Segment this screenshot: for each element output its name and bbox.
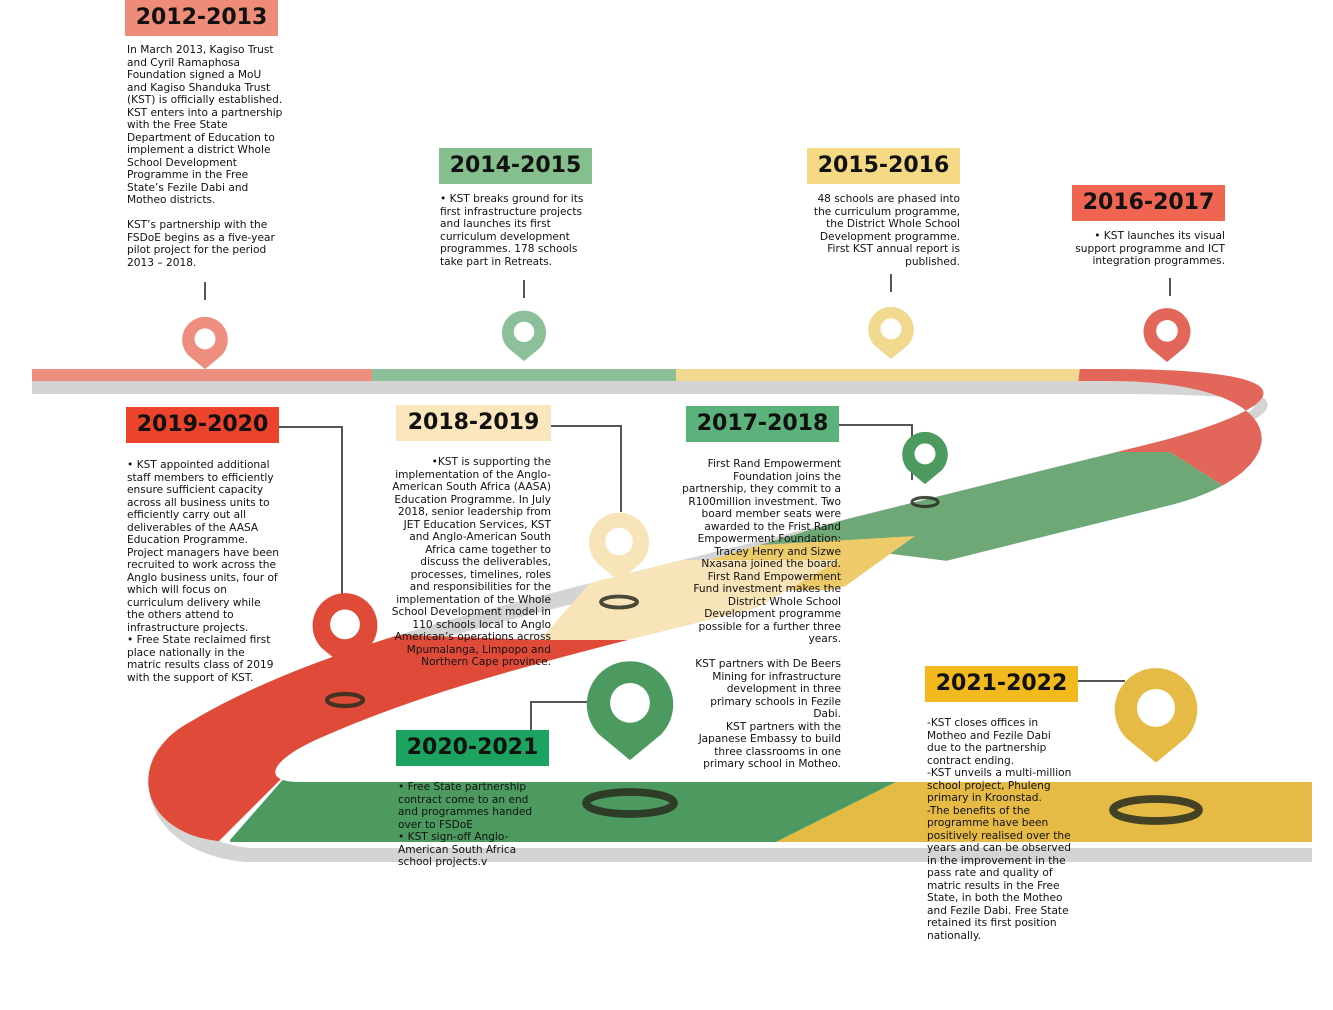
milestone-text-2017-2018: First Rand Empowerment Foundation joins …	[682, 458, 841, 770]
pin-2021-icon	[1109, 668, 1203, 825]
connector-2020	[530, 701, 590, 730]
road-shadow	[32, 381, 1312, 862]
pin-2018-icon	[589, 512, 649, 610]
road-segment-darkgreen	[230, 760, 900, 842]
pin-2019-icon	[312, 593, 378, 709]
year-label-2014-2015: 2014-2015	[439, 148, 592, 184]
connector-2019	[278, 426, 343, 597]
pin-2016-icon	[1143, 308, 1191, 362]
connector-2017	[839, 424, 913, 480]
road-segment-sand	[676, 369, 1088, 400]
pin-2014-icon	[501, 310, 547, 362]
year-label-2012-2013: 2012-2013	[125, 0, 278, 36]
pin-2017-icon	[902, 431, 948, 509]
milestone-text-2015-2016: 48 schools are phased into the curriculu…	[813, 193, 960, 268]
pin-2012-icon	[182, 316, 228, 370]
road-segment-green	[760, 452, 1312, 610]
year-label-2015-2016: 2015-2016	[807, 148, 960, 184]
milestone-text-2014-2015: • KST breaks ground for its first infras…	[440, 193, 584, 268]
year-label-2018-2019: 2018-2019	[396, 405, 551, 441]
pin-2015-icon	[868, 306, 914, 360]
year-label-2019-2020: 2019-2020	[126, 407, 279, 443]
year-label-2017-2018: 2017-2018	[686, 406, 839, 442]
milestone-text-2012-2013: In March 2013, Kagiso Trust and Cyril Ra…	[127, 44, 283, 269]
milestone-text-2018-2019: •KST is supporting the implementation of…	[391, 456, 551, 668]
milestone-text-2021-2022: -KST closes offices in Motheo and Fezile…	[927, 717, 1072, 942]
year-label-2016-2017: 2016-2017	[1072, 185, 1225, 221]
milestone-text-2020-2021: • Free State partnership contract come t…	[398, 781, 533, 868]
milestone-text-2019-2020: • KST appointed additional staff members…	[127, 459, 279, 684]
road-segment-salmon	[32, 369, 372, 400]
year-label-2020-2021: 2020-2021	[396, 730, 549, 766]
milestone-text-2016-2017: • KST launches its visual support progra…	[1075, 230, 1225, 267]
road-segment-cream	[540, 560, 840, 640]
connector-2018	[550, 425, 622, 512]
road-segment-coral	[1070, 369, 1312, 560]
road-segment-sage	[372, 369, 676, 400]
year-label-2021-2022: 2021-2022	[925, 666, 1078, 702]
pin-2020-icon	[582, 661, 678, 818]
